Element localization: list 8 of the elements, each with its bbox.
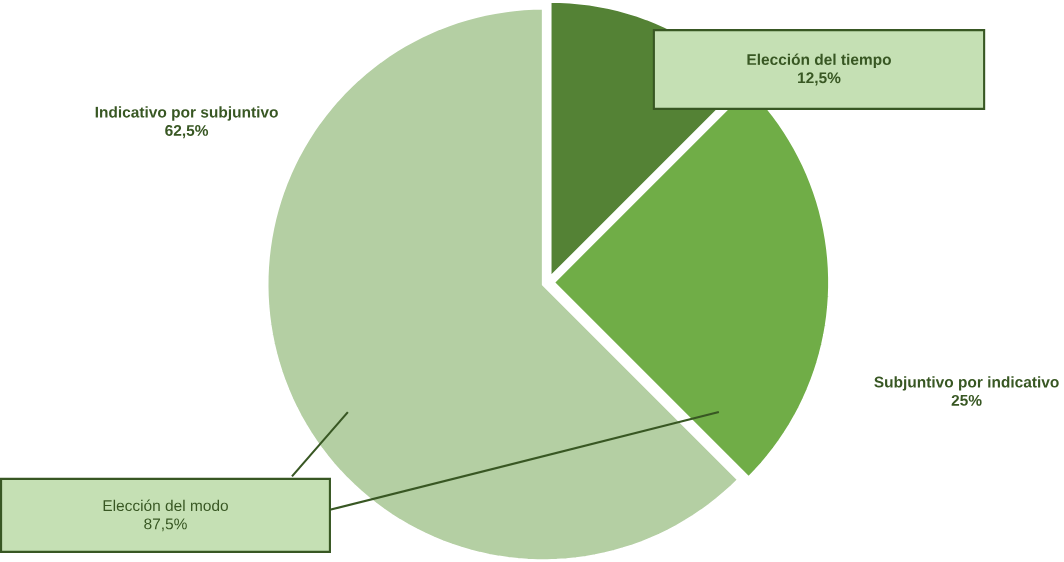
text: 87,5%	[144, 518, 187, 532]
slice-label: Indicativo por subjuntivo	[95, 106, 278, 121]
text: Elección del modo	[103, 499, 228, 512]
slice-label: Subjuntivo por indicativo	[874, 376, 1059, 391]
slice-label: Elección del tiempo	[747, 53, 891, 69]
data-label: 25%	[951, 394, 982, 406]
data-label: 12,5%	[798, 72, 841, 86]
data-label: 62,5%	[165, 124, 209, 139]
